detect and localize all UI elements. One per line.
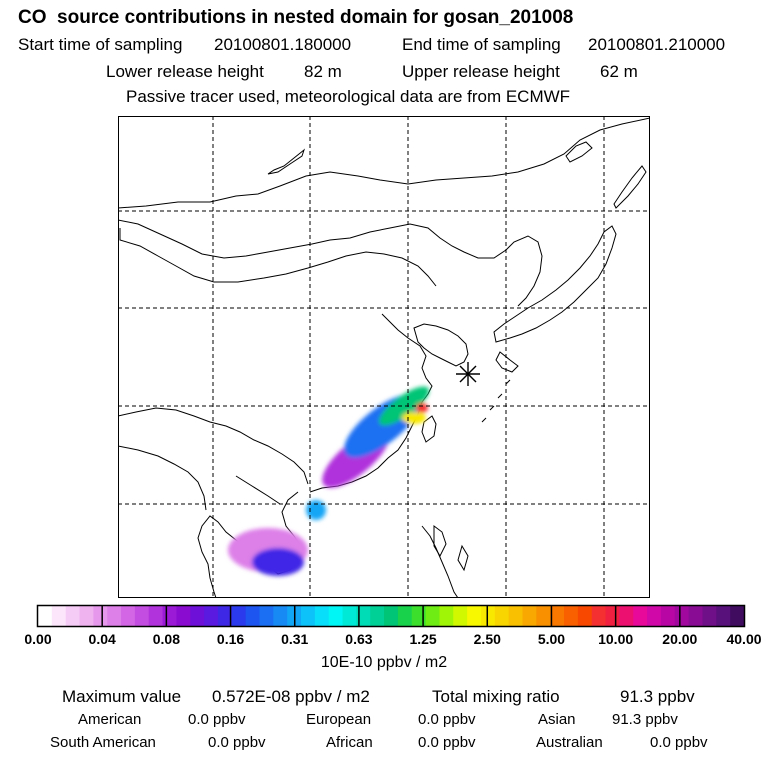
colorbar-cell [176,606,191,626]
colorbar-cell [314,606,330,626]
colorbar-cell [550,606,565,626]
colorbar-cell [38,606,53,626]
colorbar-cell [231,606,247,626]
colorbar-tick-label: 0.08 [152,631,180,647]
colorbar-tick-label: 0.04 [88,631,116,647]
colorbar-cell [702,606,717,626]
colorbar-cell [494,606,510,626]
end-time-label: End time of sampling [402,35,561,54]
colorbar-tick-label: 5.00 [537,631,566,647]
colorbar-tick-label: 2.50 [473,631,501,647]
colorbar-units: 10E-10 ppbv / m2 [320,654,448,671]
colorbar-tick-label: 1.25 [409,631,437,647]
colorbar-cell [107,606,122,626]
colorbar-cell [591,606,607,626]
max-value: 0.572E-08 ppbv / m2 [212,687,370,706]
colorbar-tick-label: 0.31 [281,631,309,647]
colorbar-cell [245,606,261,626]
colorbar-cell [508,606,524,626]
total-mixing-label: Total mixing ratio [432,687,560,706]
colorbar-cell [259,606,274,626]
colorbar-cell [162,606,178,626]
colorbar-cell [647,606,662,626]
colorbar-tick-label: 0.63 [345,631,373,647]
colorbar-cell [397,606,413,626]
colorbar-cell [480,606,496,626]
region-value: 91.3 ppbv [612,711,678,728]
region-value: 0.0 ppbv [188,711,246,728]
colorbar-cell [411,606,427,626]
start-time-label: Start time of sampling [18,35,183,54]
total-mixing-value: 91.3 ppbv [620,687,695,706]
colorbar-tick-label: 40.00 [726,631,762,647]
max-value-label: Maximum value [62,687,182,706]
colorbar-cell [134,606,150,626]
region-name: European [306,711,372,728]
lower-height-value: 82 m [304,62,342,81]
colorbar-cell [93,606,108,626]
colorbar-cell [273,606,288,626]
colorbar-cell [65,606,81,626]
colorbar-cells [38,606,745,626]
colorbar-cell [522,606,537,626]
colorbar-cell [204,606,219,626]
colorbar-cell [619,606,634,626]
concentration-plume [228,386,429,576]
colorbar-cell [370,606,385,626]
colorbar-tick-label: 10.00 [598,631,634,647]
colorbar-cell [660,606,676,626]
colorbar-cell [564,606,579,626]
upper-height-label: Upper release height [402,62,560,81]
map-title: CO source contributions in nested domain… [18,7,574,28]
end-time-value: 20100801.210000 [588,35,726,54]
colorbar-cell [51,606,67,626]
map-frame [118,116,650,598]
source-contribution-map [118,116,650,598]
colorbar-tick-label: 0.00 [24,631,52,647]
colorbar-cell [453,606,468,626]
colorbar-cell [342,606,357,626]
colorbar [36,604,746,628]
colorbar-dividers [101,606,681,626]
receptor-marker [456,362,480,386]
region-name: Australian [536,734,603,751]
region-name: South American [50,734,156,751]
colorbar-cell [467,606,482,626]
colorbar-cell [605,606,621,626]
colorbar-cell [730,606,745,626]
region-value: 0.0 ppbv [418,711,476,728]
colorbar-cell [439,606,454,626]
region-name: African [326,734,373,751]
colorbar-cell [356,606,371,626]
tracer-note: Passive tracer used, meteorological data… [126,87,571,106]
colorbar-cell [536,606,551,626]
region-name: American [78,711,142,728]
region-value: 0.0 ppbv [208,734,266,751]
colorbar-cell [190,606,205,626]
lower-height-label: Lower release height [106,62,264,81]
region-value: 0.0 ppbv [418,734,476,751]
colorbar-cell [301,606,316,626]
colorbar-cell [217,606,233,626]
colorbar-tick-label: 20.00 [662,631,698,647]
colorbar-cell [425,606,441,626]
region-name: Asian [538,711,576,728]
colorbar-cell [148,606,164,626]
start-time-value: 20100801.180000 [214,35,352,54]
colorbar-tick-label: 0.16 [216,631,245,647]
colorbar-cell [674,606,690,626]
region-value: 0.0 ppbv [650,734,708,751]
colorbar-frame [36,604,746,628]
colorbar-cell [328,606,344,626]
colorbar-cell [633,606,648,626]
upper-height-value: 62 m [600,62,638,81]
lat-lon-grid [118,116,650,598]
colorbar-cell [384,606,399,626]
colorbar-cell [716,606,731,626]
colorbar-cell [121,606,136,626]
colorbar-cell [577,606,593,626]
colorbar-cell [688,606,704,626]
colorbar-cell [79,606,94,626]
